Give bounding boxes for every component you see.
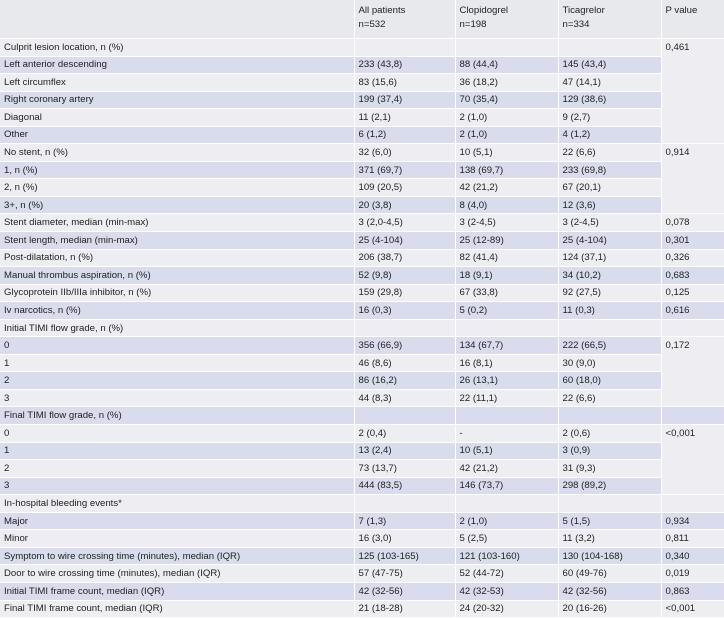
- table-row: Iv narcotics, n (%) 16 (0,3) 5 (0,2) 11 (0,…: [0, 301, 724, 320]
- table-row: Left circumflex 83 (15,6) 36 (18,2) 47 (14,…: [0, 73, 724, 92]
- table-row: Initial TIMI frame count, median (IQR) 42…: [0, 582, 724, 601]
- table-row: Final TIMI flow grade, n (%): [0, 406, 724, 426]
- table-row: Final TIMI frame count, median (IQR) 21 (…: [0, 600, 724, 618]
- header-label: [0, 0, 355, 39]
- table-row: 1, n (%) 371 (69,7) 138 (69,7) 233 (69,8): [0, 161, 724, 180]
- table-row: 3+, n (%) 20 (3,8) 8 (4,0) 12 (3,6): [0, 196, 724, 215]
- table-row: Door to wire crossing time (minutes), me…: [0, 564, 724, 583]
- table-row: Diagonal 11 (2,1) 2 (1,0) 9 (2,7): [0, 108, 724, 127]
- table-row: Glycoprotein IIb/IIIa inhibitor, n (%) 15…: [0, 284, 724, 303]
- header-clopidogrel: Clopidogrel n=198: [455, 0, 559, 39]
- table-row: Post-dilatation, n (%) 206 (38,7) 82 (41,4…: [0, 249, 724, 268]
- table-row: No stent, n (%) 32 (6,0) 10 (5,1) 22 (6,6) …: [0, 143, 724, 215]
- table-row: 2 73 (13,7) 42 (21,2) 31 (9,3): [0, 459, 724, 478]
- table-row: 3 44 (8,3) 22 (11,1) 22 (6,6): [0, 389, 724, 408]
- table-row: 2 86 (16,2) 26 (13,1) 60 (18,0): [0, 371, 724, 390]
- table-row: Symptom to wire crossing time (minutes),…: [0, 547, 724, 566]
- table-row: Right coronary artery 199 (37,4) 70 (35,4)…: [0, 91, 724, 110]
- table-row: Initial TIMI flow grade, n (%): [0, 319, 724, 338]
- table-row: 3 444 (83,5) 146 (73,7) 298 (89,2): [0, 477, 724, 496]
- p-value-final-timi: <0,001: [661, 424, 724, 496]
- table-row: Left anterior descending 233 (43,8) 88 (44…: [0, 56, 724, 75]
- header-ticagrelor: Ticagrelor n=334: [558, 0, 662, 39]
- table-row: Culprit lesion location, n (%) 0,461: [0, 38, 724, 145]
- header-all-patients: All patients n=532: [354, 0, 456, 39]
- table-row: 2, n (%) 109 (20,5) 42 (21,2) 67 (20,1): [0, 178, 724, 197]
- p-value-stent-count: 0,914: [661, 143, 724, 215]
- p-value-initial-timi: 0,172: [661, 336, 724, 408]
- table-row: Minor 16 (3,0) 5 (2,5) 11 (3,2) 0,811: [0, 529, 724, 548]
- header-row: All patients n=532 Clopidogrel n=198 Ticag…: [0, 0, 724, 39]
- table-row: Stent diameter, median (min-max) 3 (2,0-4…: [0, 213, 724, 233]
- table-row: 1 13 (2,4) 10 (5,1) 3 (0,9): [0, 442, 724, 461]
- table-row: 1 46 (8,6) 16 (8,1) 30 (9,0): [0, 354, 724, 373]
- table-row: Other 6 (1,2) 2 (1,0) 4 (1,2): [0, 126, 724, 145]
- header-p-value: P value: [661, 0, 724, 39]
- table-row: Major 7 (1,3) 2 (1,0) 5 (1,5) 0,934: [0, 512, 724, 531]
- table-row: In-hospital bleeding events*: [0, 494, 724, 513]
- table-row: 0 356 (66,9) 134 (67,7) 222 (66,5) 0,172: [0, 336, 724, 408]
- p-value-culprit: 0,461: [661, 38, 724, 145]
- table-row: Stent length, median (min-max) 25 (4-104)…: [0, 231, 724, 250]
- table-row: Manual thrombus aspiration, n (%) 52 (9,8…: [0, 266, 724, 285]
